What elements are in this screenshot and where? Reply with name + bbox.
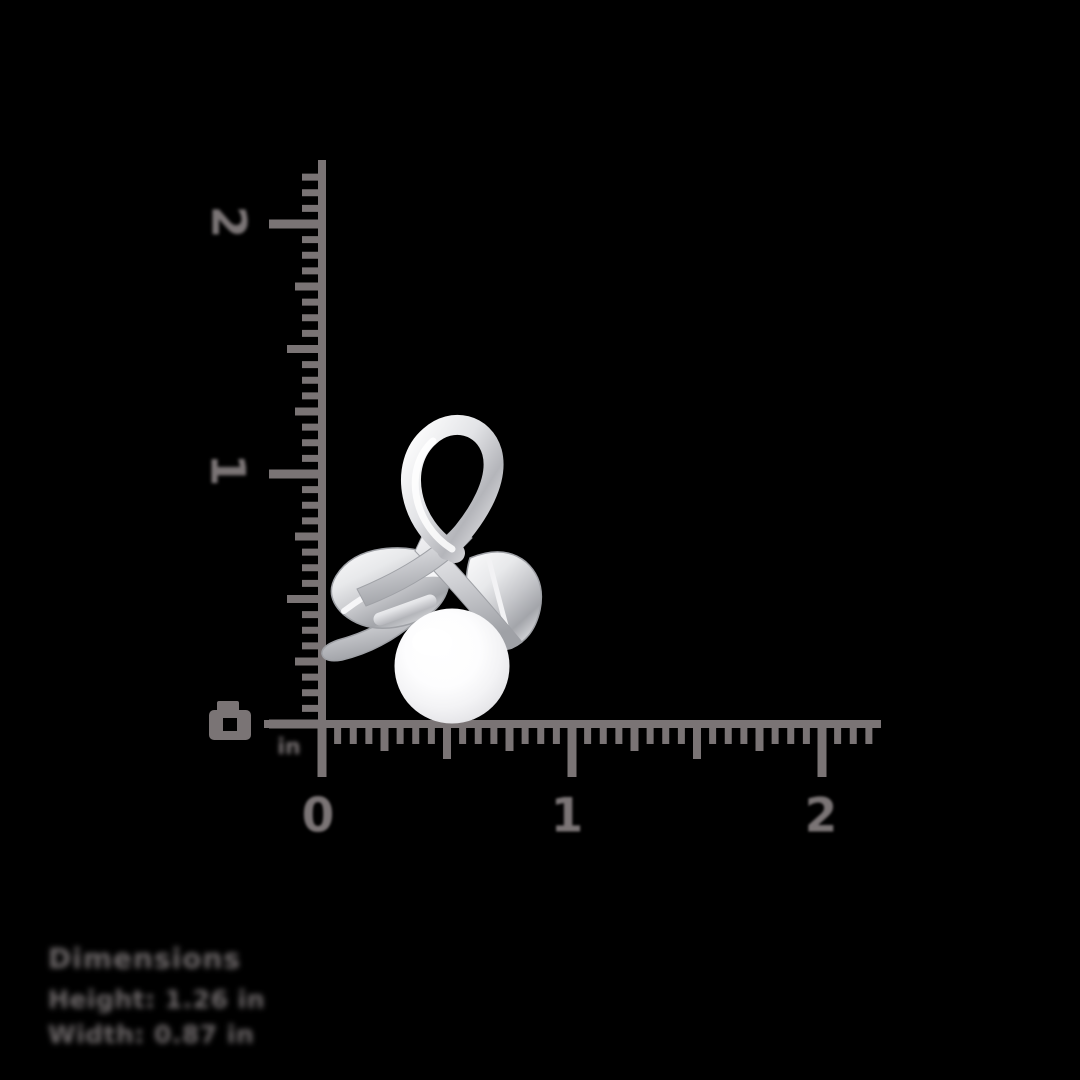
dimensions-height: Height: 1.26 in [48, 984, 266, 1014]
pendant-bail-loop [401, 414, 504, 563]
dimensions-title: Dimensions [48, 942, 242, 975]
pendant-pearl [394, 608, 510, 724]
dimensions-block: Dimensions Height: 1.26 in Width: 0.87 i… [48, 942, 266, 1057]
pendant-bail-highlight [411, 437, 456, 553]
pendant-pearl-highlight [412, 628, 452, 656]
camera-icon [207, 698, 253, 748]
unit-label: in [277, 735, 301, 760]
dimensions-width: Width: 0.87 in [48, 1020, 255, 1050]
x-axis-label-0: 0 [301, 788, 335, 844]
x-axis-label-2: 2 [804, 788, 838, 844]
x-axis-label-1: 1 [550, 788, 584, 844]
pendant-stem [373, 594, 437, 626]
